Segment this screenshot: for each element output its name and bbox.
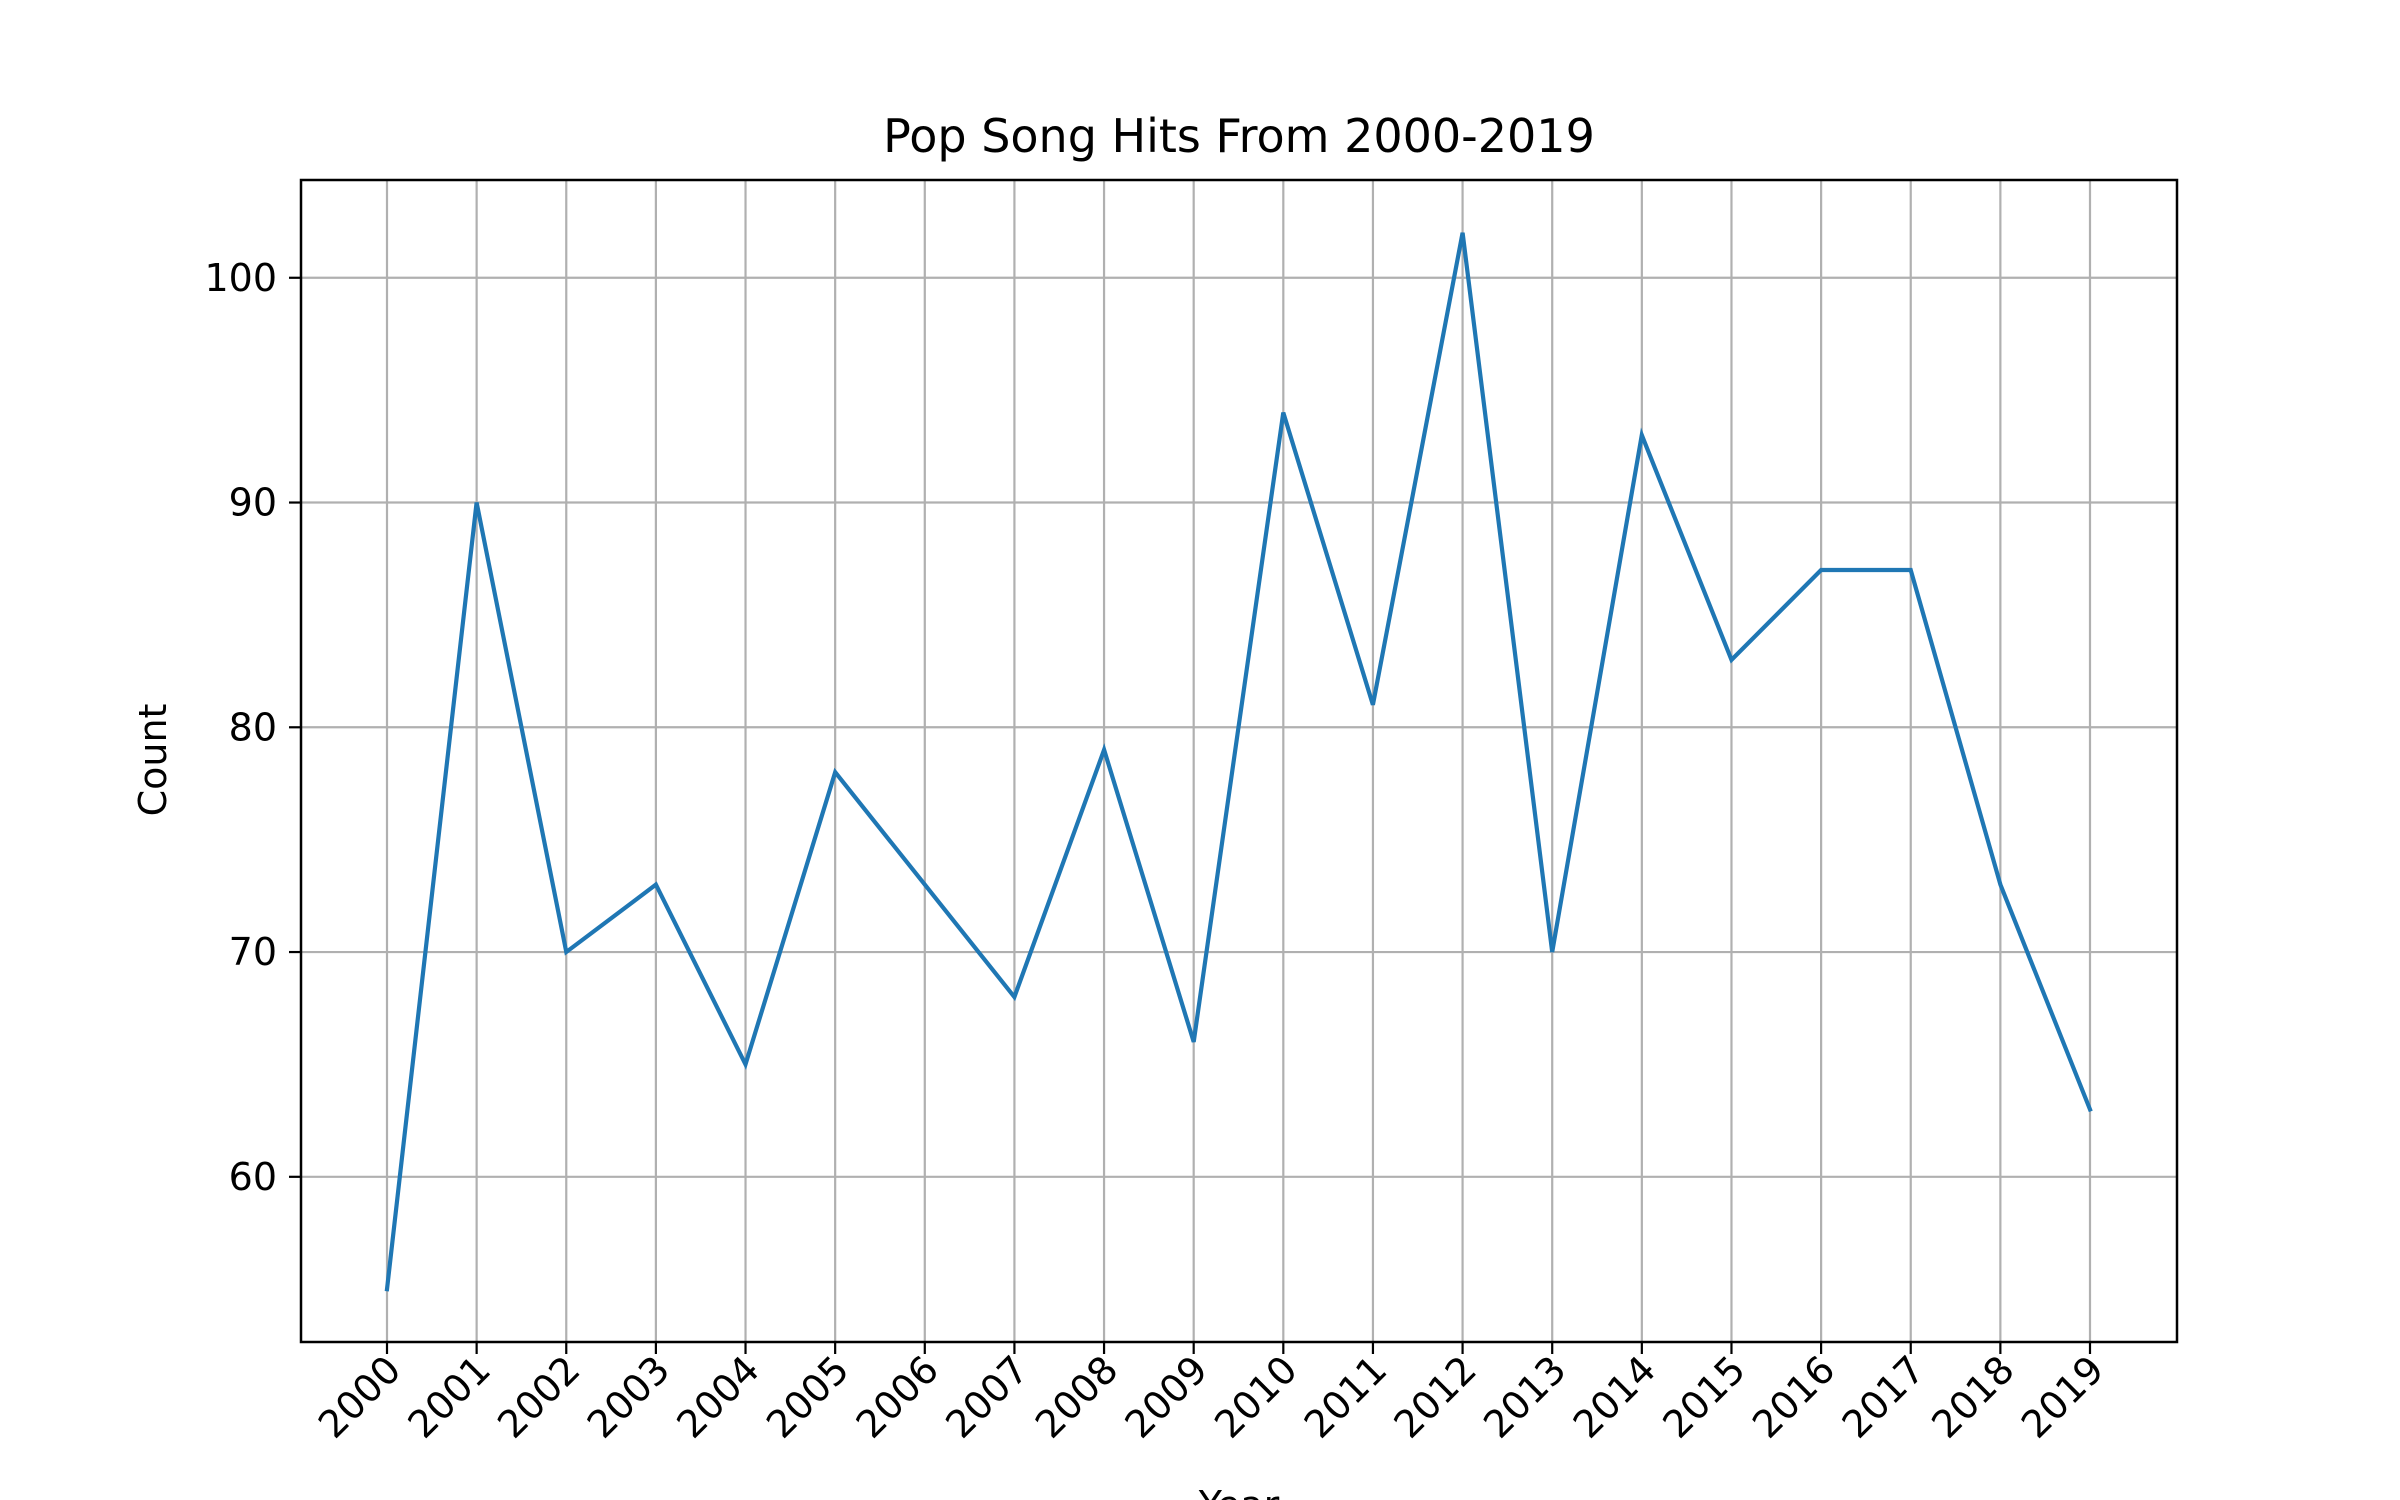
series-layer xyxy=(384,232,2093,1292)
y-tick-label: 100 xyxy=(204,256,277,300)
y-tick-label: 70 xyxy=(229,930,277,974)
plot-frame xyxy=(299,178,2179,1344)
x-axis-label: Year xyxy=(1198,1483,1280,1500)
y-tick-label: 80 xyxy=(229,705,277,749)
y-tick-label: 90 xyxy=(229,481,277,525)
chart-title: Pop Song Hits From 2000-2019 xyxy=(883,109,1595,163)
series-line xyxy=(384,232,2093,1292)
y-axis-label: Count xyxy=(131,704,175,817)
grid-lines xyxy=(301,180,2177,1342)
y-axis: 60 70 80 90 100 xyxy=(204,256,301,1199)
y-tick-label: 60 xyxy=(229,1155,277,1199)
